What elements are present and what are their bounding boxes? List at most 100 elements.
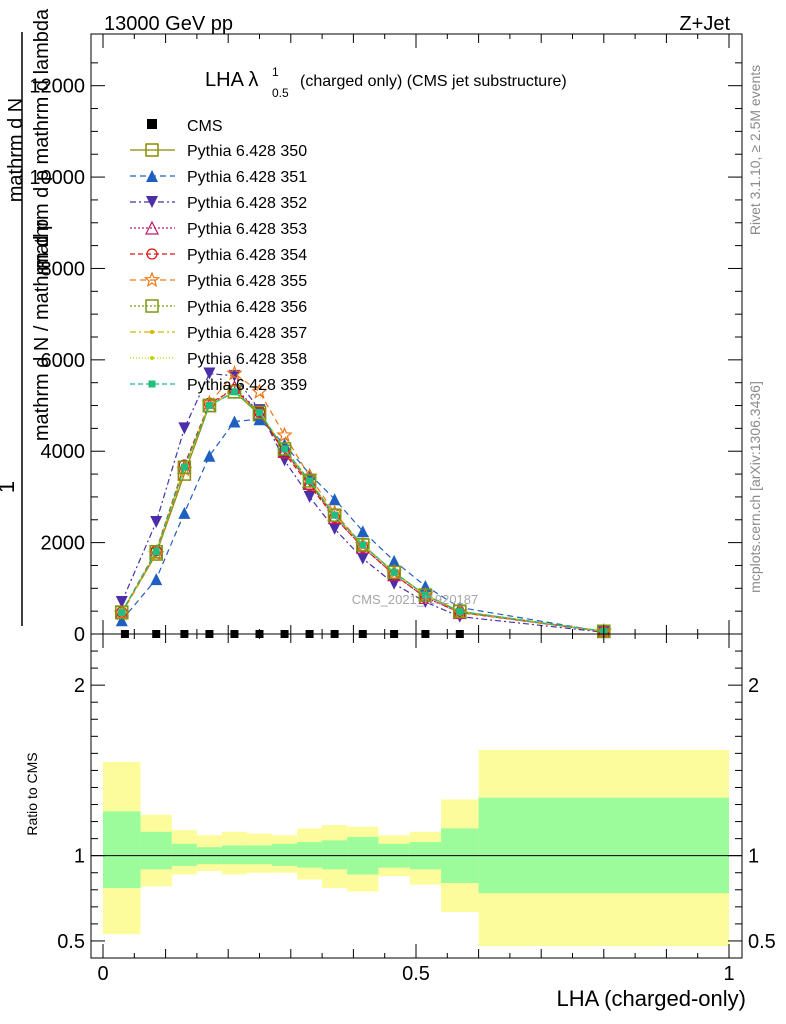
x-axis-title: LHA (charged-only) <box>556 986 746 1011</box>
legend-label: Pythia 6.428 351 <box>187 169 307 186</box>
series-line <box>121 418 604 633</box>
series-point <box>149 545 163 559</box>
legend-marker <box>150 356 154 360</box>
ratio-ytick-label-right: 2 <box>748 675 759 697</box>
series-point <box>388 554 401 567</box>
series-line <box>121 391 604 632</box>
series-point <box>252 405 267 420</box>
series-point <box>327 508 342 522</box>
series-point <box>228 369 241 382</box>
ratio-inner-band <box>221 845 247 865</box>
legend-label: Pythia 6.428 357 <box>187 325 307 342</box>
legend-marker <box>143 271 161 288</box>
main-ytick-label: 10000 <box>29 167 85 189</box>
ratio-inner-band <box>171 843 197 866</box>
series-point <box>306 477 314 485</box>
series-point <box>150 516 163 529</box>
series-point <box>356 525 369 538</box>
series-point <box>150 573 163 586</box>
legend-label: Pythia 6.428 350 <box>187 143 307 160</box>
series-point <box>253 413 266 426</box>
legend-label: Pythia 6.428 352 <box>187 195 307 212</box>
series-point <box>115 614 128 627</box>
main-title-superscript: 1 <box>272 65 279 79</box>
series-point <box>456 608 464 616</box>
header-final-state: Z+Jet <box>679 13 730 35</box>
header-process: 13000 GeV pp <box>104 13 233 35</box>
series-point <box>251 383 268 399</box>
series-point <box>256 408 263 416</box>
series-point <box>303 490 316 503</box>
series-point <box>178 506 191 519</box>
legend-cms-label: CMS <box>187 118 223 135</box>
series-point <box>453 604 467 619</box>
ylabel-numerator-line2: mathrm d p mathrm d lambda <box>31 8 53 271</box>
main-ytick-label: 6000 <box>41 350 86 372</box>
series-point <box>178 422 191 435</box>
series-point <box>328 522 341 535</box>
legend-marker <box>148 380 156 388</box>
series-point <box>302 474 317 488</box>
main-ytick-label: 4000 <box>41 441 86 463</box>
series-point <box>115 596 128 609</box>
series-point <box>180 463 188 471</box>
series-point <box>253 406 266 418</box>
legend-label: Pythia 6.428 359 <box>187 377 307 394</box>
mcplots-label: mcplots.cern.ch [arXiv:1306.3436] <box>747 381 763 593</box>
legend-label: Pythia 6.428 356 <box>187 299 307 316</box>
legend-label: Pythia 6.428 354 <box>187 247 307 264</box>
series-line <box>121 388 604 633</box>
series-point <box>331 511 339 519</box>
xtick-label: 1 <box>723 963 734 985</box>
legend-label: Pythia 6.428 355 <box>187 273 307 290</box>
series-point <box>328 493 341 506</box>
ratio-inner-band <box>478 797 729 894</box>
series-point <box>113 604 130 621</box>
series-point <box>115 605 129 620</box>
legend-marker <box>146 248 158 260</box>
series-point <box>387 565 401 580</box>
ratio-ytick-label: 2 <box>74 675 85 697</box>
series-point <box>203 367 216 380</box>
series-point <box>421 591 429 599</box>
series-point <box>390 568 398 576</box>
ratio-ytick-label-right: 0.5 <box>748 931 776 953</box>
ratio-inner-band <box>140 831 172 870</box>
main-ytick-label: 0 <box>74 624 85 646</box>
legend-marker <box>145 299 159 313</box>
series-point <box>277 442 292 456</box>
ylabel-numerator-line1: mathrm d N <box>5 98 27 202</box>
series-point <box>359 541 367 549</box>
main-title: LHA λ <box>205 69 258 91</box>
ratio-inner-band <box>103 811 141 889</box>
main-title-rest: (charged only) (CMS jet substructure) <box>300 73 567 90</box>
ratio-inner-band <box>322 840 348 870</box>
legend-marker <box>145 220 159 235</box>
ratio-ytick-label: 0.5 <box>57 931 85 953</box>
main-ytick-label: 2000 <box>41 533 86 555</box>
series-point <box>205 402 213 410</box>
ratio-inner-band <box>246 845 273 865</box>
analysis-watermark: CMS_2021_I1920187 <box>352 592 479 607</box>
series-point <box>228 415 241 428</box>
ratio-ytick-label: 1 <box>74 846 85 868</box>
series-point <box>227 385 242 399</box>
series-point <box>418 588 433 602</box>
legend-marker <box>146 170 158 182</box>
series-point <box>152 548 160 556</box>
legend-marker <box>146 196 158 208</box>
ratio-inner-band <box>297 842 323 868</box>
ylabel-denominator: mathrm d N / mathrm d p <box>31 219 53 441</box>
series-point <box>281 445 289 453</box>
series-point <box>177 460 192 474</box>
legend-cms-marker <box>147 119 157 129</box>
series-point <box>356 552 369 565</box>
series-point <box>118 609 126 617</box>
ratio-ytick-label-right: 1 <box>748 846 759 868</box>
series-point <box>356 538 370 552</box>
main-title-subscript: 0.5 <box>272 86 289 100</box>
series-point <box>230 388 238 396</box>
xtick-label: 0.5 <box>402 963 430 985</box>
series-point <box>202 398 217 413</box>
